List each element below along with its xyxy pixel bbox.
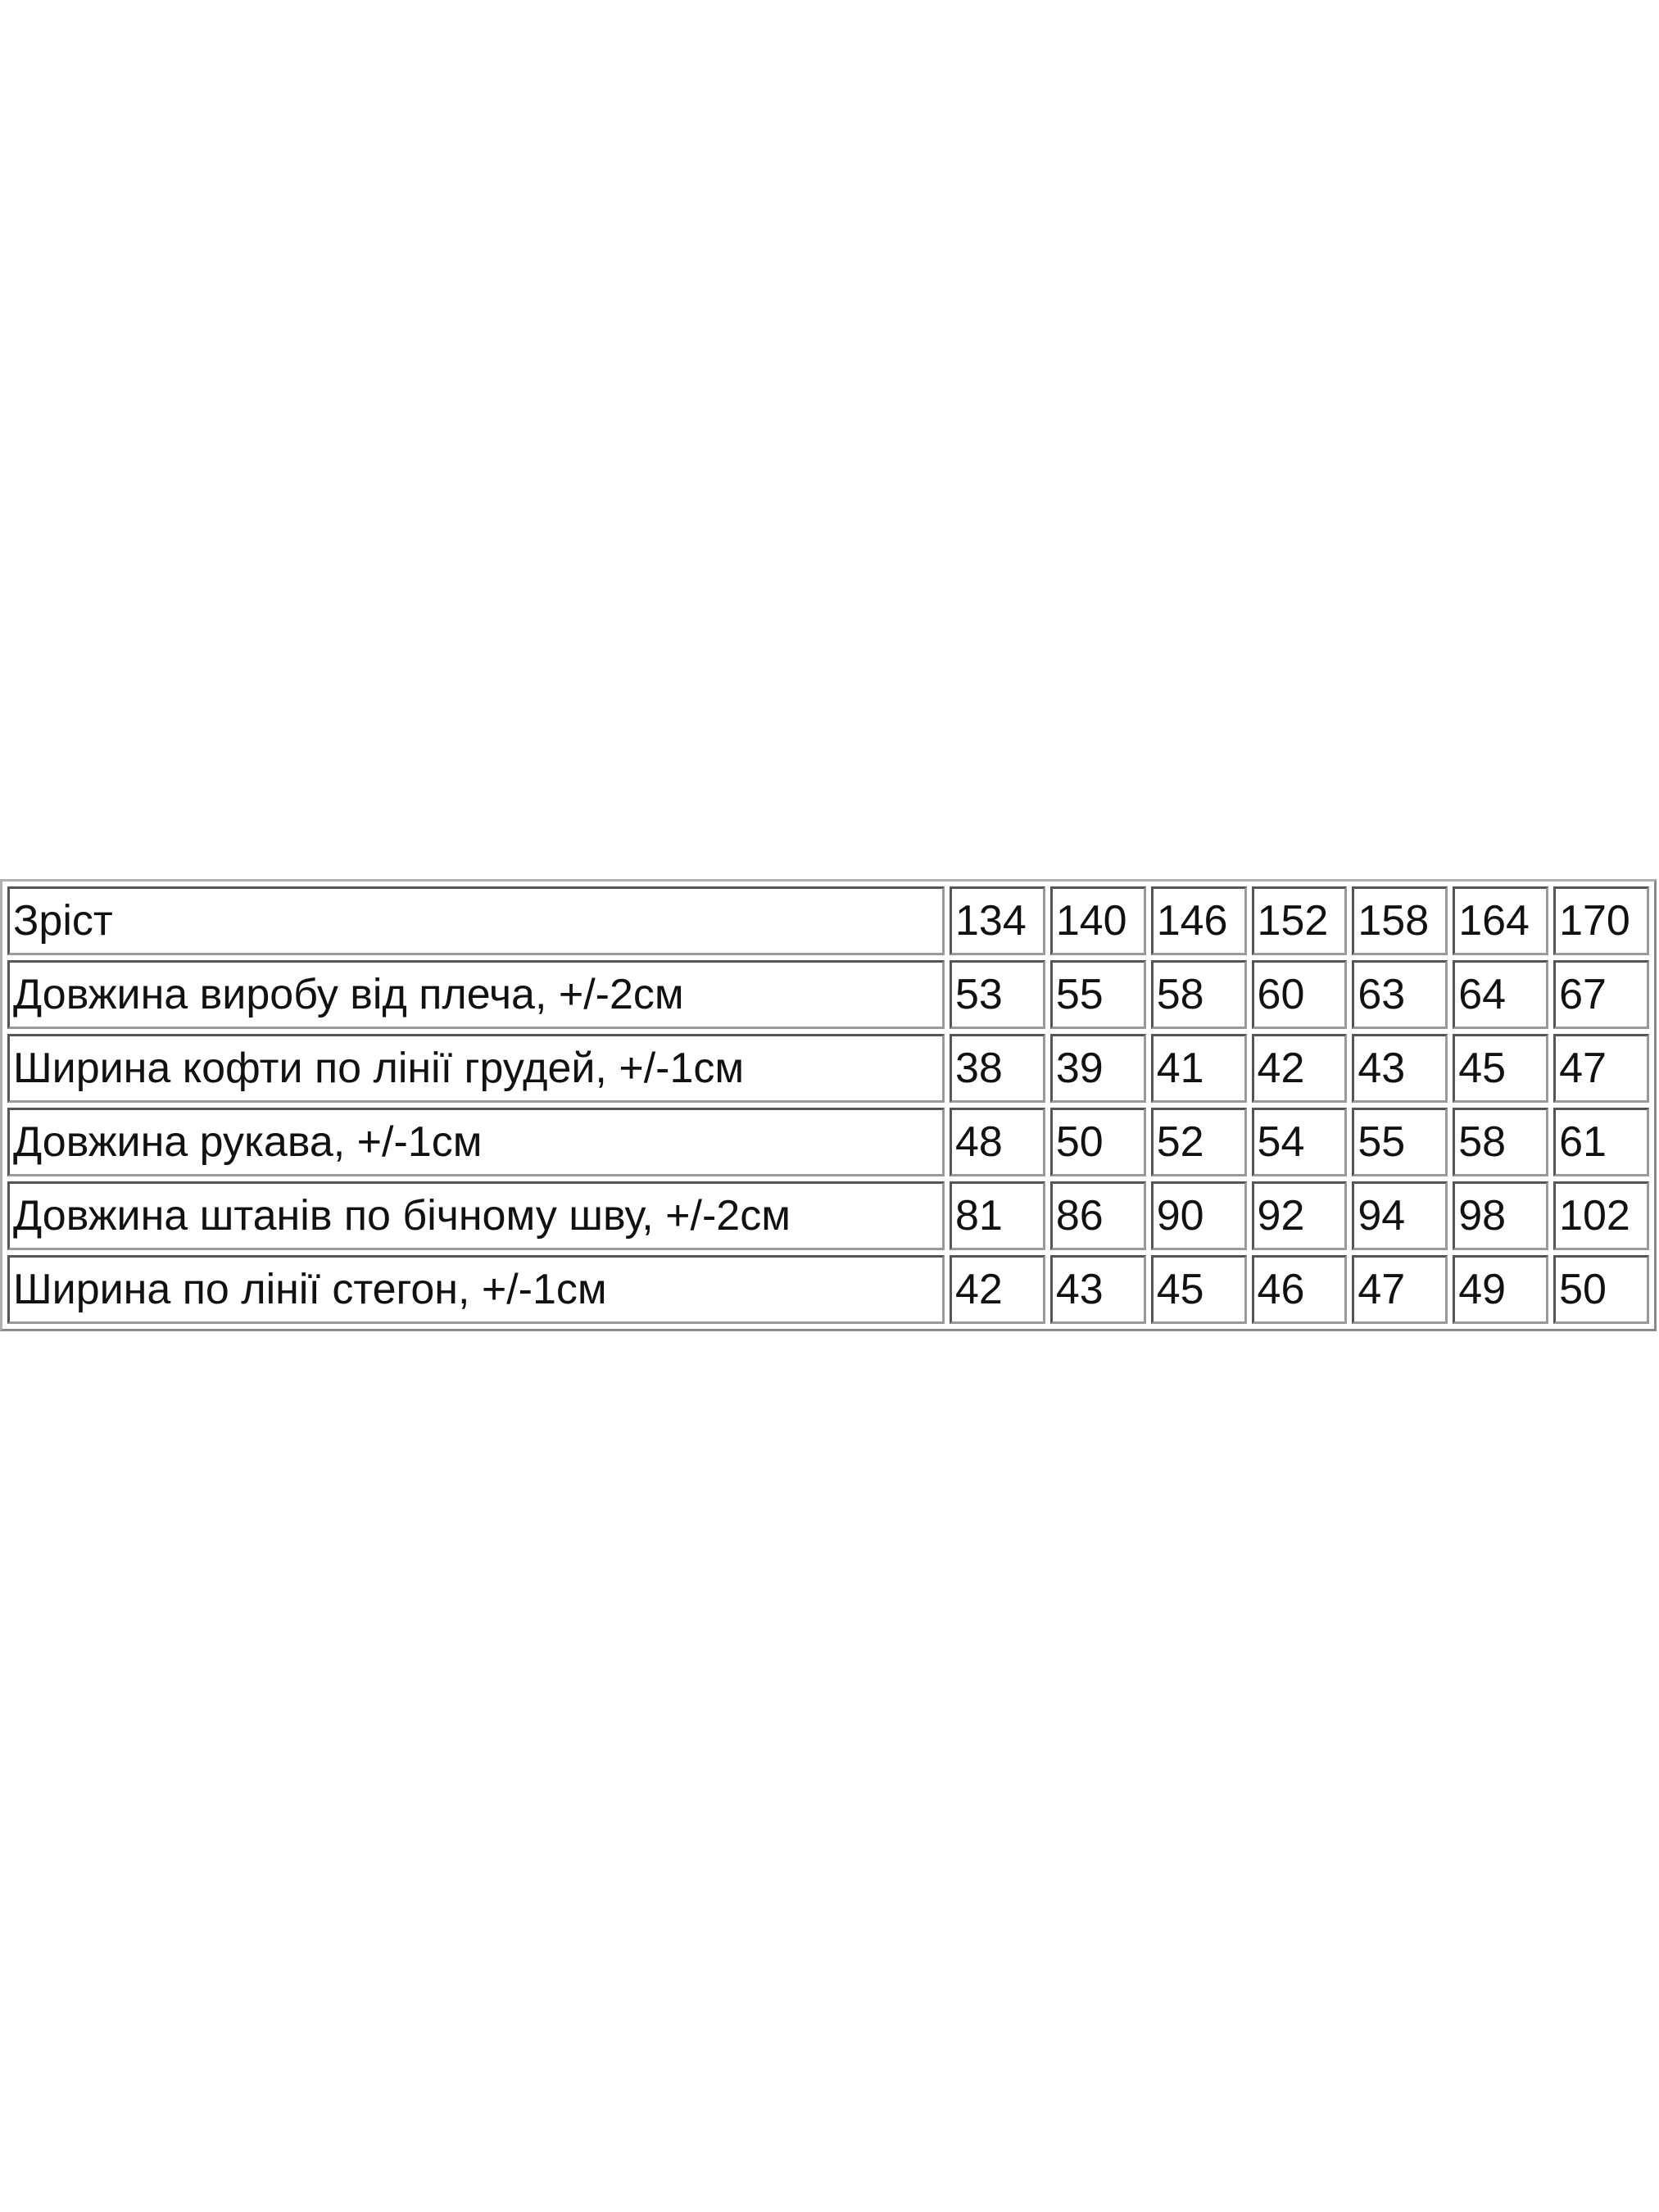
cell-value: 64: [1453, 960, 1549, 1029]
row-label: Ширина по лінії стегон, +/-1см: [7, 1255, 945, 1324]
row-label: Довжина виробу від плеча, +/-2см: [7, 960, 945, 1029]
row-label: Довжина рукава, +/-1см: [7, 1108, 945, 1176]
cell-value: 52: [1150, 1108, 1247, 1176]
cell-value: 86: [1049, 1181, 1146, 1250]
cell-value: 92: [1251, 1181, 1348, 1250]
table-row: Довжина рукава, +/-1см 48 50 52 54 55 58 61: [7, 1108, 1649, 1176]
row-label: Довжина штанів по бічному шву, +/-2см: [7, 1181, 945, 1250]
cell-value: 140: [1049, 886, 1146, 955]
cell-value: 63: [1352, 960, 1448, 1029]
cell-value: 39: [1049, 1034, 1146, 1103]
cell-value: 50: [1553, 1255, 1649, 1324]
table-row: Ширина кофти по лінії грудей, +/-1см 38 39…: [7, 1034, 1649, 1103]
cell-value: 53: [950, 960, 1045, 1029]
cell-value: 55: [1352, 1108, 1448, 1176]
cell-value: 170: [1553, 886, 1649, 955]
cell-value: 98: [1453, 1181, 1549, 1250]
cell-value: 45: [1453, 1034, 1549, 1103]
cell-value: 55: [1049, 960, 1146, 1029]
cell-value: 42: [1251, 1034, 1348, 1103]
cell-value: 49: [1453, 1255, 1549, 1324]
cell-value: 164: [1453, 886, 1549, 955]
cell-value: 54: [1251, 1108, 1348, 1176]
size-chart-table: Зріст 134 140 146 152 158 164 170 Довжина виробу…: [0, 879, 1657, 1331]
cell-value: 58: [1150, 960, 1247, 1029]
cell-value: 81: [950, 1181, 1045, 1250]
cell-value: 43: [1049, 1255, 1146, 1324]
cell-value: 94: [1352, 1181, 1448, 1250]
cell-value: 50: [1049, 1108, 1146, 1176]
cell-value: 61: [1553, 1108, 1649, 1176]
cell-value: 67: [1553, 960, 1649, 1029]
cell-value: 42: [950, 1255, 1045, 1324]
cell-value: 146: [1150, 886, 1247, 955]
cell-value: 58: [1453, 1108, 1549, 1176]
row-label: Зріст: [7, 886, 945, 955]
header-row: Зріст 134 140 146 152 158 164 170: [7, 886, 1649, 955]
cell-value: 38: [950, 1034, 1045, 1103]
table-row: Довжина виробу від плеча, +/-2см 53 55 58 60…: [7, 960, 1649, 1029]
cell-value: 152: [1251, 886, 1348, 955]
cell-value: 48: [950, 1108, 1045, 1176]
cell-value: 158: [1352, 886, 1448, 955]
cell-value: 41: [1150, 1034, 1247, 1103]
row-label: Ширина кофти по лінії грудей, +/-1см: [7, 1034, 945, 1103]
table-row: Ширина по лінії стегон, +/-1см 42 43 45 46 47…: [7, 1255, 1649, 1324]
cell-value: 43: [1352, 1034, 1448, 1103]
cell-value: 134: [950, 886, 1045, 955]
cell-value: 47: [1352, 1255, 1448, 1324]
cell-value: 47: [1553, 1034, 1649, 1103]
cell-value: 46: [1251, 1255, 1348, 1324]
cell-value: 60: [1251, 960, 1348, 1029]
cell-value: 90: [1150, 1181, 1247, 1250]
cell-value: 102: [1553, 1181, 1649, 1250]
cell-value: 45: [1150, 1255, 1247, 1324]
table-row: Довжина штанів по бічному шву, +/-2см 81 8…: [7, 1181, 1649, 1250]
